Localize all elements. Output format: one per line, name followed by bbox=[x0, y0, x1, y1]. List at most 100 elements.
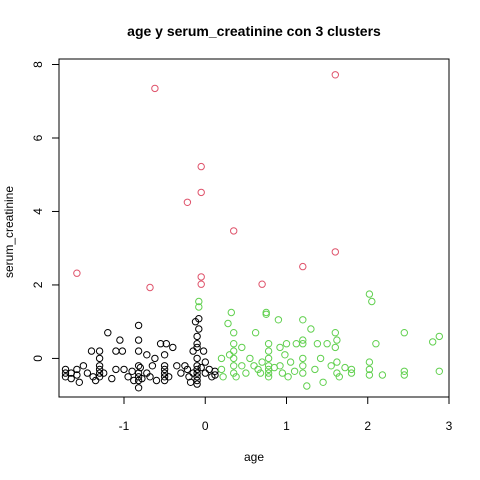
data-point bbox=[105, 330, 111, 336]
data-point bbox=[231, 341, 237, 347]
data-point bbox=[239, 363, 245, 369]
data-point bbox=[178, 370, 184, 376]
data-point bbox=[312, 366, 318, 372]
y-tick-label: 0 bbox=[31, 355, 45, 362]
data-point bbox=[135, 348, 141, 354]
data-point bbox=[198, 281, 204, 287]
data-point bbox=[287, 359, 293, 365]
data-point bbox=[198, 189, 204, 195]
data-point bbox=[293, 341, 299, 347]
data-point bbox=[198, 364, 204, 370]
data-point bbox=[251, 363, 257, 369]
data-point bbox=[379, 372, 385, 378]
data-point bbox=[198, 163, 204, 169]
data-point bbox=[369, 298, 375, 304]
data-point bbox=[285, 374, 291, 380]
data-point bbox=[317, 355, 323, 361]
data-point bbox=[231, 348, 237, 354]
data-point bbox=[334, 359, 340, 365]
data-point bbox=[88, 348, 94, 354]
plot-area-border bbox=[59, 59, 449, 397]
y-tick-label: 4 bbox=[31, 208, 45, 215]
data-point bbox=[265, 341, 271, 347]
data-point bbox=[170, 344, 176, 350]
data-point bbox=[275, 317, 281, 323]
data-point bbox=[436, 368, 442, 374]
data-point bbox=[259, 359, 265, 365]
data-point bbox=[430, 339, 436, 345]
data-point bbox=[231, 330, 237, 336]
y-axis-label: serum_creatinine bbox=[2, 186, 16, 278]
data-point bbox=[135, 363, 141, 369]
data-point bbox=[332, 344, 338, 350]
x-axis-label: age bbox=[244, 450, 264, 464]
data-point bbox=[332, 72, 338, 78]
data-point bbox=[190, 348, 196, 354]
data-point bbox=[328, 363, 334, 369]
data-point bbox=[300, 363, 306, 369]
y-tick-label: 6 bbox=[31, 134, 45, 141]
data-point bbox=[161, 352, 167, 358]
data-point bbox=[74, 270, 80, 276]
data-point bbox=[436, 333, 442, 339]
data-point bbox=[334, 337, 340, 343]
data-point bbox=[147, 284, 153, 290]
data-point bbox=[226, 352, 232, 358]
data-point bbox=[76, 379, 82, 385]
data-point bbox=[332, 330, 338, 336]
data-point bbox=[200, 348, 206, 354]
data-point bbox=[332, 249, 338, 255]
data-point bbox=[174, 363, 180, 369]
data-point bbox=[202, 370, 208, 376]
data-point bbox=[366, 291, 372, 297]
x-tick-label: 0 bbox=[202, 419, 209, 433]
data-point bbox=[401, 372, 407, 378]
data-point bbox=[366, 359, 372, 365]
data-point bbox=[265, 355, 271, 361]
data-point bbox=[135, 322, 141, 328]
data-point bbox=[119, 348, 125, 354]
data-point bbox=[149, 363, 155, 369]
data-point bbox=[184, 199, 190, 205]
data-point bbox=[348, 366, 354, 372]
data-point bbox=[259, 281, 265, 287]
data-point bbox=[80, 363, 86, 369]
data-point bbox=[231, 228, 237, 234]
data-point bbox=[84, 370, 90, 376]
data-point bbox=[265, 348, 271, 354]
data-point bbox=[314, 341, 320, 347]
data-point bbox=[96, 355, 102, 361]
data-point bbox=[117, 337, 123, 343]
data-point bbox=[279, 370, 285, 376]
data-point bbox=[300, 317, 306, 323]
data-point bbox=[247, 355, 253, 361]
data-point bbox=[161, 377, 167, 383]
data-point bbox=[243, 370, 249, 376]
data-point bbox=[308, 326, 314, 332]
data-point bbox=[300, 370, 306, 376]
data-point bbox=[135, 337, 141, 343]
data-point bbox=[196, 326, 202, 332]
data-point bbox=[277, 363, 283, 369]
data-point bbox=[202, 359, 208, 365]
cluster-3-points bbox=[196, 291, 443, 389]
data-point bbox=[283, 341, 289, 347]
x-tick-label: 3 bbox=[446, 419, 453, 433]
cluster-2-points bbox=[74, 72, 339, 291]
chart-title: age y serum_creatinine con 3 clusters bbox=[127, 23, 381, 39]
data-point bbox=[231, 363, 237, 369]
data-point bbox=[125, 374, 131, 380]
data-point bbox=[401, 330, 407, 336]
data-point bbox=[220, 374, 226, 380]
x-tick-label: 1 bbox=[283, 419, 290, 433]
data-point bbox=[277, 344, 283, 350]
data-point bbox=[282, 352, 288, 358]
data-point bbox=[198, 274, 204, 280]
data-point bbox=[113, 366, 119, 372]
data-point bbox=[153, 377, 159, 383]
data-point bbox=[239, 344, 245, 350]
data-point bbox=[218, 366, 224, 372]
x-axis: -1 0 1 2 3 bbox=[119, 397, 453, 433]
data-point bbox=[194, 333, 200, 339]
